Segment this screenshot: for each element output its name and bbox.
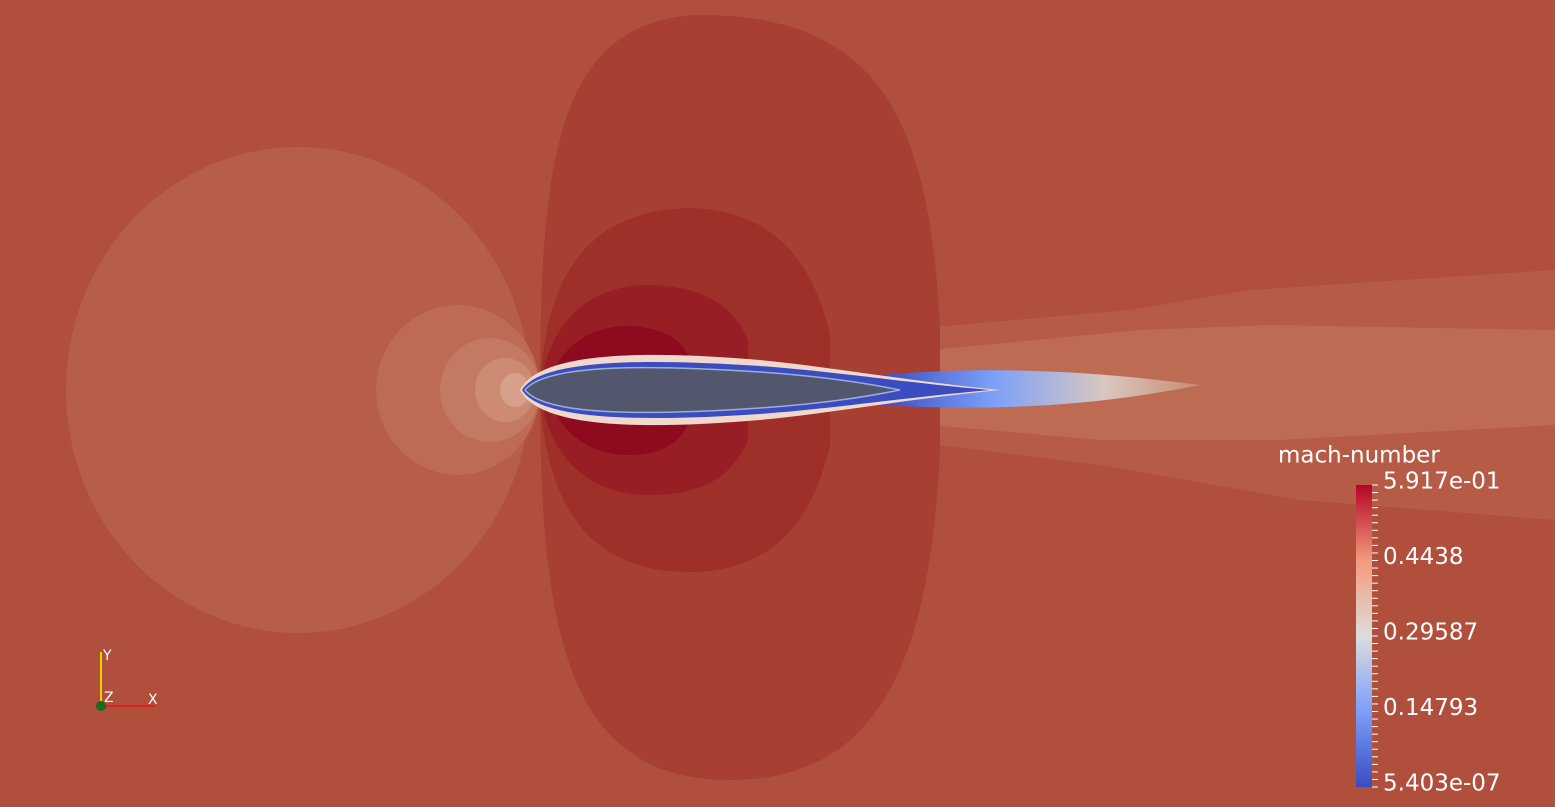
legend-label: 0.29587 [1383, 620, 1478, 646]
legend-label: 5.403e-07 [1383, 771, 1501, 797]
axis-label: Z [104, 690, 114, 706]
axis-label: X [148, 692, 158, 708]
legend-label: 0.4438 [1383, 544, 1463, 570]
color-bar [1356, 485, 1372, 787]
legend-label: 0.14793 [1383, 695, 1478, 721]
color-legend: mach-number 5.917e-01 0.4438 0.29587 0.1479… [1278, 443, 1501, 797]
legend-label: 5.917e-01 [1383, 469, 1501, 495]
axis-label: Y [102, 648, 112, 664]
legend-title: mach-number [1278, 443, 1440, 469]
orientation-axes: Y Z X [96, 648, 158, 711]
